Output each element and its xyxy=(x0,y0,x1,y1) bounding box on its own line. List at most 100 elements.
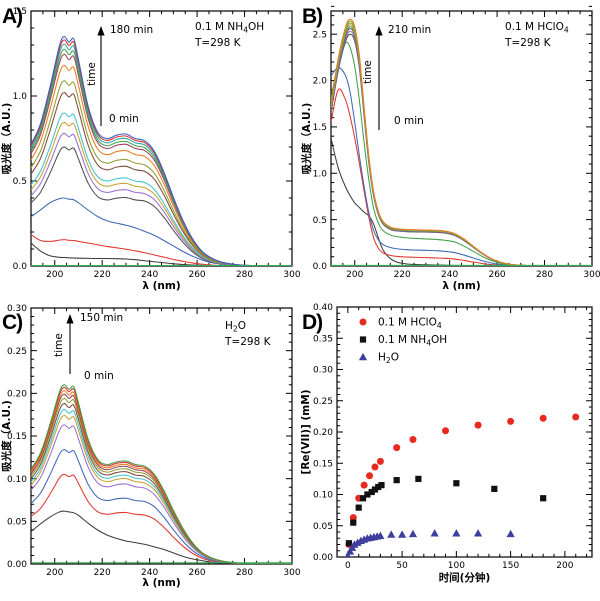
data-point-square xyxy=(364,491,371,498)
y-tick-label: 0.00 xyxy=(313,553,333,563)
data-point-square xyxy=(350,519,357,526)
panel-a-plot: 200 220 240 260 280 300 0.0 0.5 1.0 1.5 180 min tim… xyxy=(0,0,301,298)
data-point-circle xyxy=(572,413,580,421)
x-tick-label: 240 xyxy=(141,270,158,280)
panel-label-c: C) xyxy=(2,311,23,334)
y-tick-label: 0.5 xyxy=(313,216,327,226)
data-point-triangle xyxy=(398,530,407,538)
x-axis-label: λ (nm) xyxy=(142,280,180,292)
data-point-circle xyxy=(371,463,379,471)
time-arrow-head xyxy=(66,314,74,324)
data-point-triangle xyxy=(353,538,362,546)
x-tick-label: 200 xyxy=(46,568,63,578)
panel-a: 200 220 240 260 280 300 0.0 0.5 1.0 1.5 180 min tim… xyxy=(0,0,301,298)
annotation-text: time xyxy=(86,62,98,86)
data-point-square xyxy=(540,495,547,502)
y-tick-label: 2.5 xyxy=(313,30,327,40)
y-axis-label: 吸光度（A.U.) xyxy=(300,103,313,175)
data-point-square xyxy=(368,488,375,496)
time-arrow-head xyxy=(375,26,383,36)
annotation-text: 0 min xyxy=(109,113,139,125)
data-point-square xyxy=(359,336,367,343)
spectrum-curve xyxy=(31,48,292,266)
data-point-circle xyxy=(474,421,482,429)
series-layer xyxy=(31,35,292,266)
spectrum-curve xyxy=(31,449,292,564)
annotation-text: time xyxy=(53,333,65,357)
spectrum-curve xyxy=(31,39,292,266)
legend: 0.1 M HClO4 0.1 M NH4OH H2O xyxy=(358,317,447,365)
y-tick-label: 2.0 xyxy=(313,77,328,87)
panel-b-plot: 200 220 240 260 280 300 0.0 0.5 1.0 1.5 2.0 2.5 210 … xyxy=(300,0,600,298)
panel-c: 200 220 240 260 280 300 0.00 0.05 0.10 0.15 0.20 0.… xyxy=(0,298,301,596)
series-layer xyxy=(31,384,292,564)
panel-label-b: B) xyxy=(302,5,323,28)
y-tick-label: 0.25 xyxy=(313,397,333,407)
data-point-triangle xyxy=(345,547,355,555)
data-point-square xyxy=(345,540,353,547)
y-tick-label: 0.10 xyxy=(313,491,333,501)
spectrum-curve xyxy=(31,35,292,266)
x-tick-label: 0 xyxy=(345,561,351,571)
x-tick-label: 260 xyxy=(188,568,205,578)
y-tick-label: 0.40 xyxy=(313,303,333,313)
spectrum-curve xyxy=(31,121,292,266)
spectrum-curve xyxy=(31,43,292,266)
spectrum-curve xyxy=(31,390,292,564)
data-point-square xyxy=(375,483,382,491)
spectrum-curve xyxy=(331,22,592,266)
x-tick-label: 220 xyxy=(94,270,111,280)
x-tick-label: 300 xyxy=(283,568,300,578)
x-tick-label: 280 xyxy=(236,568,253,578)
x-tick-label: 300 xyxy=(283,270,300,280)
data-point-square xyxy=(355,504,362,511)
y-tick-label: 0.00 xyxy=(7,560,27,570)
data-point-triangle xyxy=(387,530,396,538)
data-point-triangle xyxy=(358,352,368,361)
data-point-square xyxy=(491,485,498,492)
spectrum-curve xyxy=(31,242,292,266)
x-axis-label: 时间(分钟) xyxy=(439,571,491,584)
y-tick-label: 0.5 xyxy=(13,177,27,187)
data-point-circle xyxy=(349,514,357,522)
legend-label: 0.1 M HClO4 xyxy=(378,317,442,330)
data-point-triangle xyxy=(350,540,359,548)
chart-C: 200 220 240 260 280 300 0.00 0.05 0.10 0.15 0.20 0.… xyxy=(0,304,301,589)
spectrum-curve xyxy=(31,386,292,564)
x-tick-label: 50 xyxy=(396,561,408,571)
x-tick-label: 200 xyxy=(346,270,363,280)
series-layer xyxy=(344,413,580,557)
x-tick-label: 100 xyxy=(448,561,465,571)
y-tick-label: 1.5 xyxy=(313,123,327,133)
plot-border xyxy=(330,10,593,267)
data-point-circle xyxy=(409,436,417,443)
data-point-square xyxy=(371,486,379,493)
data-point-triangle xyxy=(452,529,461,537)
annotation-text: T=298 K xyxy=(194,37,242,49)
plot-border xyxy=(336,306,593,558)
annotation-text: 0 min xyxy=(84,370,114,382)
x-tick-label: 300 xyxy=(583,270,600,280)
y-axis-label: 吸光度（A.U.) xyxy=(0,400,13,472)
annotation-text: 0 min xyxy=(394,115,424,127)
y-tick-label: 1.0 xyxy=(13,92,28,102)
spectrum-curve xyxy=(31,473,292,564)
annotation-text: time xyxy=(362,60,374,84)
y-tick-label: 0.05 xyxy=(7,518,27,528)
spectrum-curve xyxy=(31,53,292,266)
y-tick-label: 0.25 xyxy=(7,347,27,357)
data-point-square xyxy=(378,482,385,489)
x-tick-label: 220 xyxy=(394,270,411,280)
data-point-triangle xyxy=(376,531,385,540)
y-tick-label: 0.10 xyxy=(7,475,27,485)
data-point-square xyxy=(453,480,460,487)
spectrum-curve xyxy=(31,384,292,564)
y-tick-label: 0.30 xyxy=(313,366,333,376)
y-tick-label: 0.30 xyxy=(7,304,27,314)
y-tick-label: 0.15 xyxy=(7,432,27,442)
x-tick-label: 260 xyxy=(488,270,505,280)
x-tick-label: 240 xyxy=(441,270,458,280)
panel-d-plot: 0 50 100 150 200 0.00 0.05 0.10 0.15 0.20 0.25 0.30… xyxy=(300,298,600,596)
spectrum-curve xyxy=(31,393,292,564)
